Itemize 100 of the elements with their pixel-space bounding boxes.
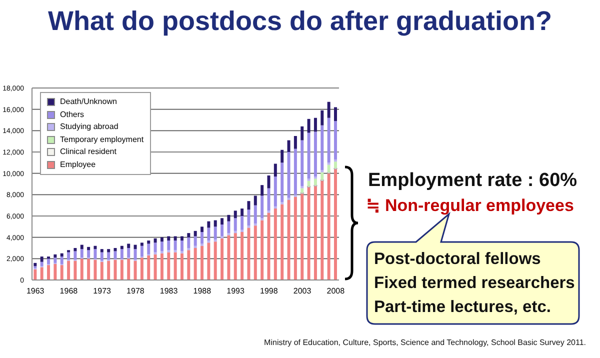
bar <box>187 237 190 248</box>
bar <box>94 260 97 280</box>
bar <box>300 140 304 186</box>
bar <box>40 267 44 280</box>
bar <box>294 148 297 195</box>
text: Employment rate : 60% <box>368 170 578 192</box>
bar <box>114 260 117 280</box>
bar <box>134 244 137 250</box>
text: Ministry of Education, Culture, Sports, Science and Technology, School Basic Survey 2011. <box>264 338 586 347</box>
bar <box>327 102 330 118</box>
bar <box>87 258 90 280</box>
bar <box>334 107 337 122</box>
x-tick-label: 1978 <box>126 286 145 296</box>
bar <box>160 253 164 280</box>
bar <box>154 242 157 252</box>
bar <box>87 250 90 258</box>
bar <box>47 265 50 280</box>
bar <box>274 206 277 209</box>
bar <box>187 250 190 280</box>
bar <box>334 162 337 168</box>
bar <box>74 251 77 260</box>
bar <box>254 226 257 280</box>
text: Post-doctoral fellows Fixed termed researchers Part-time lectures, etc. <box>374 249 575 318</box>
x-tick-label: 1993 <box>226 286 246 296</box>
bar <box>40 256 44 262</box>
bar <box>287 140 290 152</box>
bar <box>80 258 84 280</box>
bar <box>127 258 130 280</box>
bar <box>134 260 137 280</box>
bar <box>300 126 304 140</box>
bar <box>140 242 144 246</box>
bar <box>114 251 117 259</box>
bar <box>194 236 197 246</box>
bar <box>147 255 150 280</box>
bar <box>314 178 317 186</box>
bar <box>254 205 257 224</box>
bar <box>127 244 130 248</box>
bar <box>140 258 144 280</box>
bar <box>207 228 210 241</box>
chart-title: What do postdocs do after graduation? <box>47 6 553 37</box>
bar <box>227 214 230 222</box>
bar <box>94 246 97 250</box>
bar <box>160 242 164 252</box>
bar <box>67 260 70 280</box>
bar <box>260 185 264 196</box>
bar <box>327 118 330 163</box>
x-tick-label: 1998 <box>260 286 278 296</box>
bar <box>247 228 250 280</box>
bar <box>274 208 277 280</box>
bar <box>220 224 224 236</box>
bar <box>334 169 337 280</box>
bar <box>247 210 250 226</box>
bar <box>120 246 124 250</box>
text: ≒ Non-regular employees <box>366 196 574 216</box>
bar <box>160 237 164 242</box>
bar <box>74 260 77 280</box>
bar <box>187 233 190 238</box>
bar <box>254 196 257 206</box>
bar <box>60 265 64 280</box>
bar <box>320 110 324 126</box>
bar <box>180 236 184 241</box>
bar <box>334 121 337 160</box>
bar <box>320 172 324 180</box>
bar <box>274 176 277 206</box>
bar <box>280 150 284 163</box>
bar <box>120 249 124 259</box>
bar <box>260 196 264 218</box>
bar <box>34 269 37 280</box>
x-tick-label: 1963 <box>26 286 45 296</box>
bar <box>194 248 197 280</box>
bar <box>167 252 170 280</box>
bar <box>287 152 290 198</box>
bar <box>34 262 37 266</box>
bar <box>314 132 317 177</box>
bar <box>300 194 304 280</box>
bar <box>54 264 57 280</box>
bar <box>260 220 264 280</box>
bar <box>300 188 304 193</box>
x-tick-label: 2008 <box>326 286 346 296</box>
bar <box>214 220 217 227</box>
bar <box>80 249 84 258</box>
bar <box>47 258 50 264</box>
x-tick-label: 1983 <box>160 286 178 296</box>
x-tick-label: 1973 <box>93 286 112 296</box>
bar <box>100 262 104 280</box>
bar <box>80 244 84 250</box>
bar <box>267 175 270 188</box>
legend-label: Studying abroad <box>60 121 118 133</box>
bar <box>240 232 244 280</box>
bar <box>267 188 270 211</box>
bar <box>214 242 217 280</box>
bar <box>174 252 177 280</box>
bar <box>134 249 137 260</box>
bar <box>320 125 324 170</box>
bar <box>280 204 284 280</box>
bar <box>167 240 170 250</box>
bar <box>207 221 210 228</box>
x-tick-label: 1968 <box>60 286 78 296</box>
bar <box>120 260 124 280</box>
bar <box>334 159 337 162</box>
